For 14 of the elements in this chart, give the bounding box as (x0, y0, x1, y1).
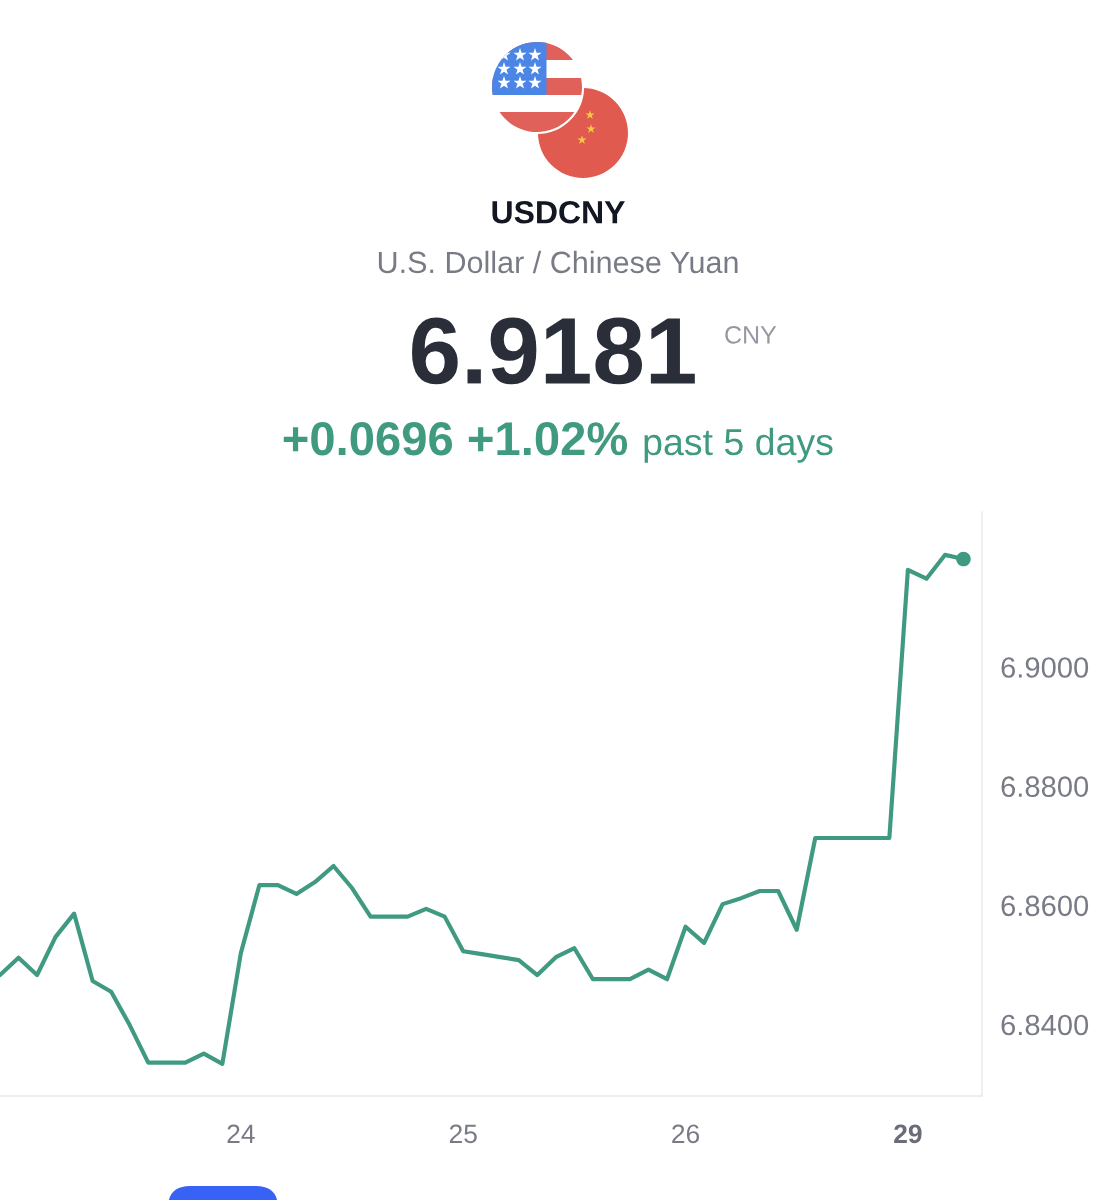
x-tick-label: 25 (449, 1124, 477, 1144)
x-tick-label: 24 (227, 1124, 255, 1143)
text: 6.9181 (412, 317, 695, 385)
text: +0.0696 +1.02% (283, 422, 628, 456)
chart-title: USDCNY (492, 200, 625, 224)
y-tick-label: 6.8600 (1001, 895, 1089, 917)
x-tick-label: 26 (672, 1124, 700, 1144)
y-tick-label: 6.8800 (1001, 776, 1089, 797)
text: CNY (725, 326, 777, 344)
y-tick-label: 6.8400 (1001, 1014, 1089, 1036)
chart-subtitle: U.S. Dollar / Chinese Yuan (378, 250, 738, 274)
x-tick-label: 29 (894, 1124, 922, 1144)
text: past 5 days (644, 427, 833, 463)
y-tick-label: 6.9000 (1001, 657, 1089, 678)
